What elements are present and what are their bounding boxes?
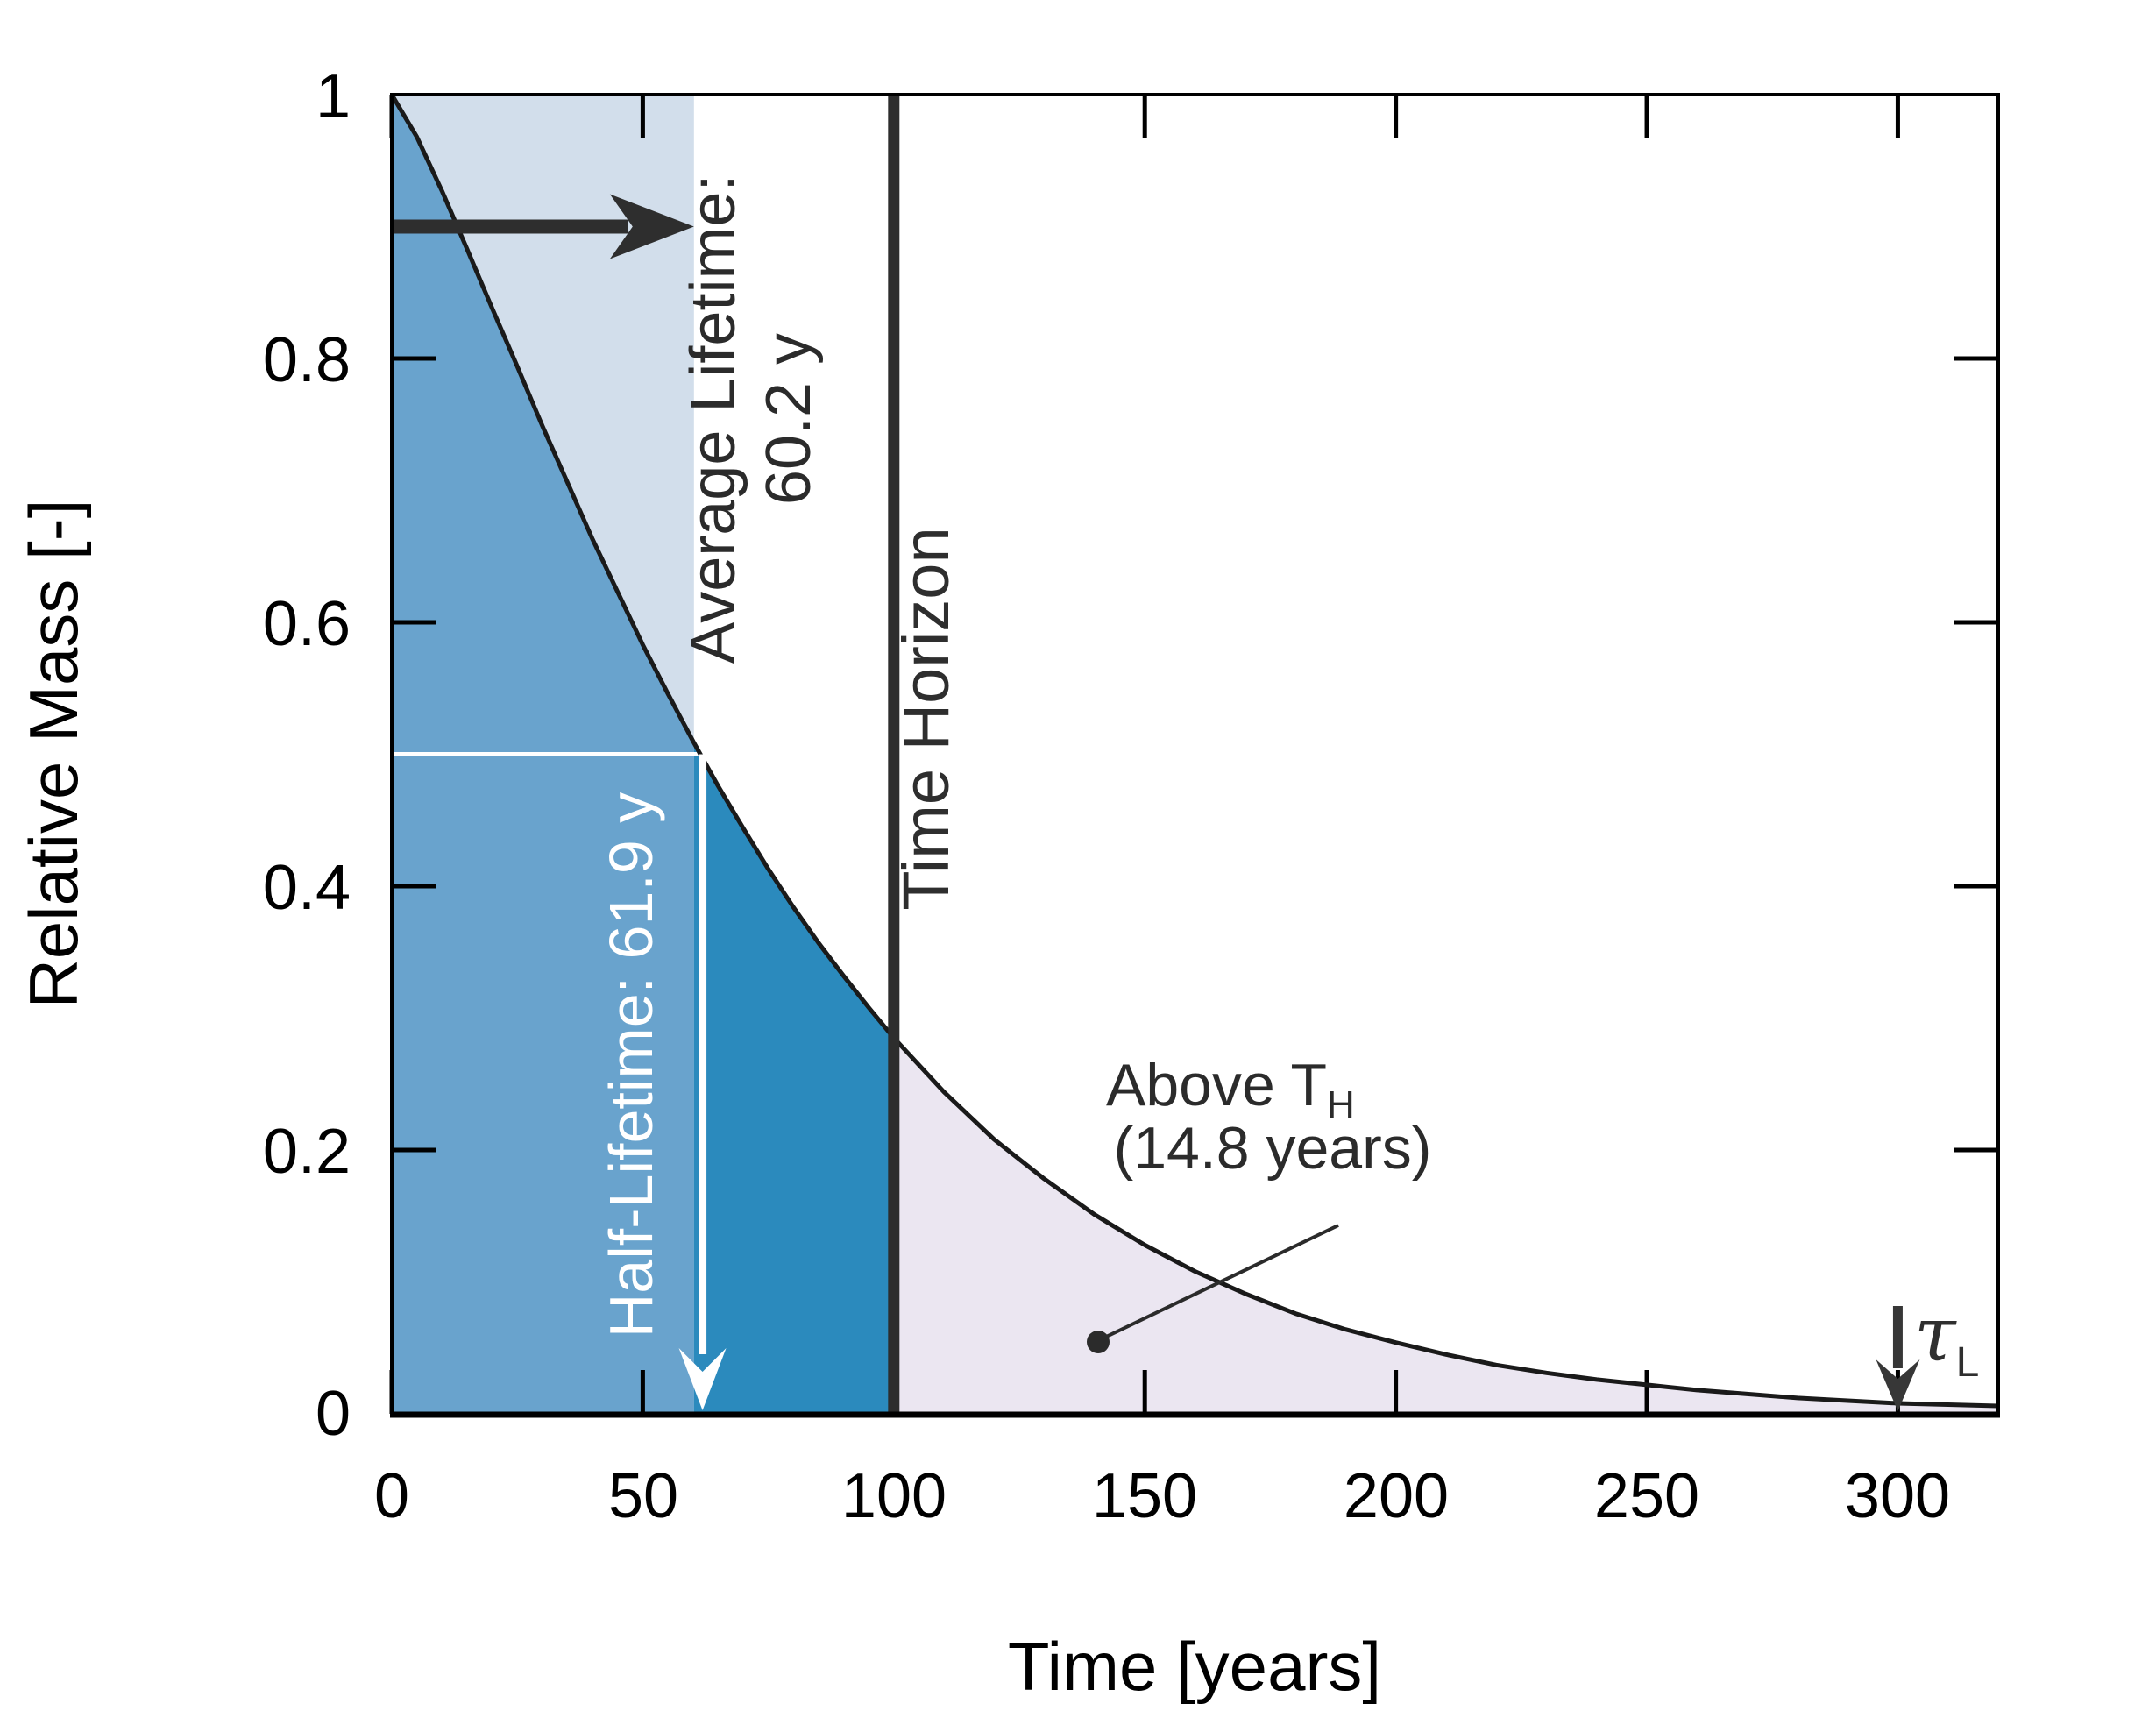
- above-th-years-label: (14.8 years): [1114, 1115, 1432, 1182]
- y-tick-label-0_8: 0.8: [263, 325, 351, 395]
- tau-symbol: τ: [1914, 1291, 1957, 1379]
- chart-fill-regions: [392, 95, 1998, 1414]
- tau-subscript: L: [1956, 1339, 1980, 1386]
- plot-border: [390, 93, 2000, 1418]
- average-lifetime-arrow-head: [609, 194, 694, 259]
- x-axis-title: Time [years]: [1008, 1628, 1381, 1705]
- y-tick-label-0_4: 0.4: [263, 853, 351, 923]
- x-tick-label-250: 250: [1594, 1461, 1699, 1531]
- above-th-label-subscript: H: [1327, 1083, 1355, 1126]
- above-th-label: Above TH: [1106, 1052, 1355, 1126]
- time-horizon-label: Time Horizon: [890, 527, 962, 910]
- above-th-callout-dot: [1087, 1331, 1110, 1353]
- y-axis-title: Relative Mass [-]: [15, 500, 92, 1009]
- y-tick-label-0_2: 0.2: [263, 1117, 351, 1187]
- x-tick-label-150: 150: [1092, 1461, 1197, 1531]
- half-lifetime-arrow-head: [678, 1348, 727, 1410]
- marker-arrows: [394, 194, 1920, 1411]
- above-th-leader-line: [1100, 1224, 1339, 1341]
- tau-l-label: τL: [1914, 1291, 1979, 1386]
- under-curve-above-time-horizon: [893, 1038, 1998, 1414]
- average-lifetime-label-line2: 60.2 y: [754, 333, 824, 505]
- above-th-label-main: Above T: [1106, 1052, 1327, 1118]
- under-curve-to-time-horizon: [693, 742, 894, 1414]
- average-lifetime-label-line1: Average Lifetime:: [678, 174, 748, 664]
- y-tick-label-1: 1: [316, 61, 351, 131]
- x-tick-label-100: 100: [841, 1461, 947, 1531]
- half-lifetime-label: Half-Lifetime: 61.9 y: [597, 792, 665, 1338]
- x-tick-label-0: 0: [374, 1461, 409, 1531]
- decay-curve: [389, 93, 1999, 1409]
- x-tick-label-200: 200: [1344, 1461, 1449, 1531]
- y-tick-label-0: 0: [316, 1379, 351, 1449]
- tau-l-arrow-head: [1876, 1359, 1920, 1411]
- y-tick-label-0_6: 0.6: [263, 589, 351, 659]
- x-tick-label-50: 50: [608, 1461, 678, 1531]
- x-tick-label-300: 300: [1845, 1461, 1950, 1531]
- decay-curve-layer: [389, 93, 1999, 1414]
